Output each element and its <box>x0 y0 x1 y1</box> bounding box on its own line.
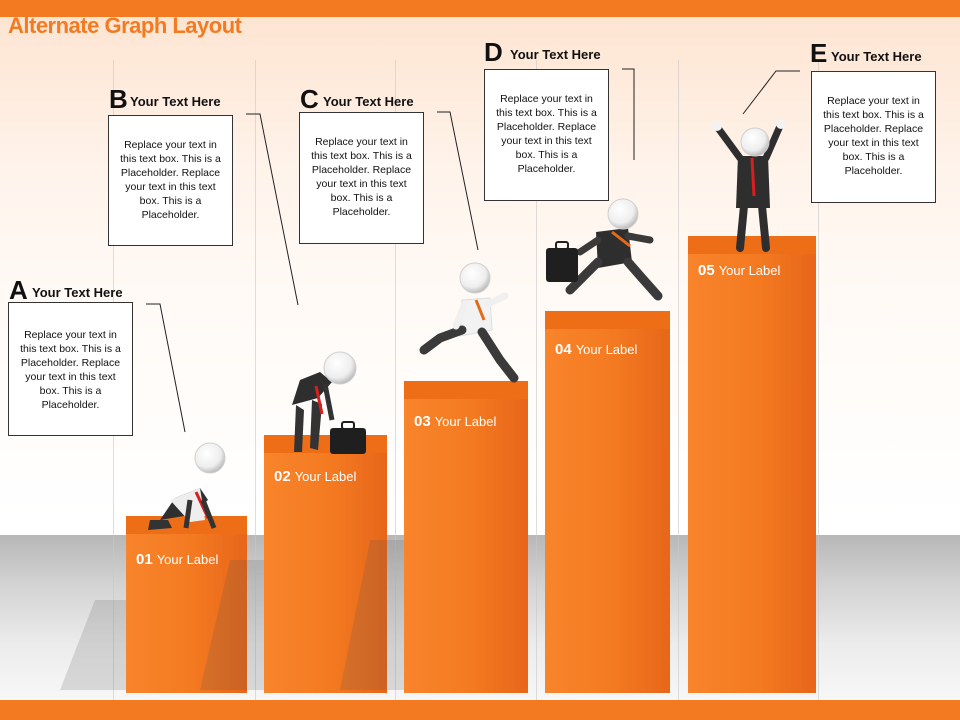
column-shadows <box>60 540 404 690</box>
column-top <box>545 311 670 329</box>
slide-title: Alternate Graph Layout <box>8 13 242 38</box>
column-top <box>404 381 528 399</box>
column-label-text: Your Label <box>575 342 638 357</box>
callout-textbox-b[interactable]: Replace your text in this text box. This… <box>108 115 233 246</box>
callout-textbox-d[interactable]: Replace your text in this text box. This… <box>484 69 609 201</box>
bottom-accent-strip <box>0 700 960 720</box>
gridline <box>536 60 537 700</box>
gridline <box>395 60 396 700</box>
callout-heading-c: Your Text Here <box>323 94 414 109</box>
column-label: 05 Your Label <box>698 262 780 279</box>
callout-letter-a: A <box>9 275 28 305</box>
callout-textbox-a[interactable]: Replace your text in this text box. This… <box>8 302 133 436</box>
column-front <box>545 329 670 693</box>
gridline <box>255 60 256 700</box>
column-top <box>688 236 816 254</box>
crouching-start-figure <box>148 442 226 530</box>
callout-heading-d: Your Text Here <box>510 47 601 62</box>
column-label-text: Your Label <box>156 552 219 567</box>
callout-textbox-c[interactable]: Replace your text in this text box. This… <box>299 112 424 244</box>
callout-letter-c: C <box>300 84 319 114</box>
tired-bending-figure <box>292 351 366 454</box>
column-04: 04 Your Label <box>545 311 670 693</box>
top-accent-strip <box>0 0 960 17</box>
column-number: 02 <box>274 468 291 485</box>
column-front <box>404 399 528 693</box>
column-number: 05 <box>698 262 715 279</box>
column-01: 01 Your Label <box>126 516 247 693</box>
column-front <box>126 534 247 693</box>
connector-line-e <box>742 70 800 115</box>
callout-heading-a: Your Text Here <box>32 285 123 300</box>
callout-letter-d: D <box>484 37 503 67</box>
column-label: 02 Your Label <box>274 468 356 485</box>
callout-heading-e: Your Text Here <box>831 49 922 64</box>
connector-line-a <box>146 303 186 433</box>
celebrating-figure <box>712 119 786 252</box>
gridline <box>818 60 819 700</box>
callout-textbox-e[interactable]: Replace your text in this text box. This… <box>811 71 936 203</box>
column-number: 01 <box>136 551 153 568</box>
connector-line-b <box>246 113 299 306</box>
column-label-text: Your Label <box>718 263 781 278</box>
callout-letter-e: E <box>810 38 828 68</box>
column-label: 04 Your Label <box>555 341 637 358</box>
column-label-text: Your Label <box>294 469 357 484</box>
connector-line-d <box>622 68 635 160</box>
column-05: 05 Your Label <box>688 236 816 693</box>
gridline <box>678 60 679 700</box>
callout-heading-b: Your Text Here <box>130 94 221 109</box>
leaping-figure <box>546 198 663 301</box>
column-label: 01 Your Label <box>136 551 218 568</box>
running-figure <box>419 262 519 383</box>
column-number: 03 <box>414 413 431 430</box>
callout-letter-b: B <box>109 84 128 114</box>
column-03: 03 Your Label <box>404 381 528 693</box>
column-label: 03 Your Label <box>414 413 496 430</box>
briefcase-icon <box>330 421 366 454</box>
column-front <box>688 254 816 693</box>
briefcase-icon <box>546 241 578 282</box>
column-front <box>264 453 387 693</box>
column-number: 04 <box>555 341 572 358</box>
connector-line-c <box>437 111 479 251</box>
column-label-text: Your Label <box>434 414 497 429</box>
